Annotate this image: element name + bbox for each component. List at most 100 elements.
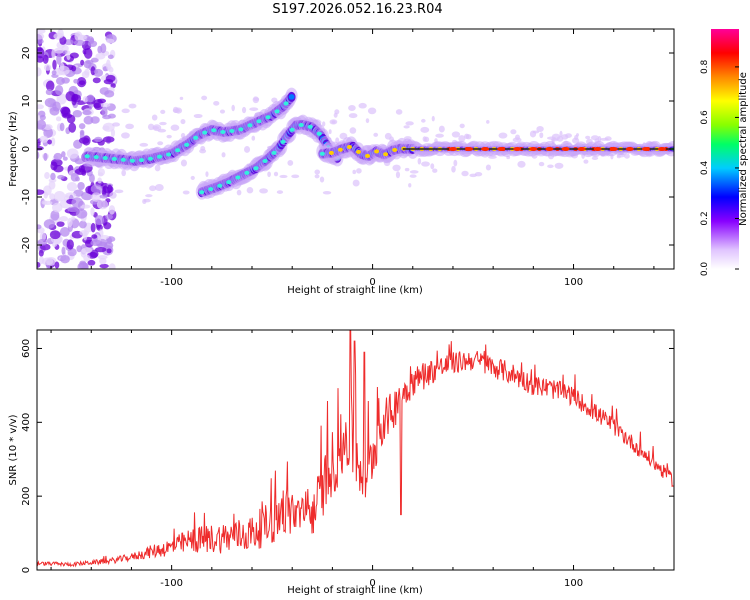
faint-speckle (334, 109, 340, 115)
noise-speckle (56, 221, 65, 227)
colorbar-tick-label: 0.6 (700, 110, 710, 125)
noise-speckle (37, 261, 41, 268)
faint-speckle (395, 171, 401, 179)
noise-speckle (51, 49, 56, 59)
noise-speckle (106, 248, 112, 254)
ridge-core (262, 159, 268, 163)
ridge-core (346, 144, 352, 149)
noise-speckle (92, 77, 101, 84)
noise-speckle (69, 52, 79, 59)
noise-speckle (57, 174, 65, 180)
ridge-core (202, 130, 208, 135)
ridge-core (365, 153, 371, 158)
snr-y-tick-label: 200 (21, 487, 32, 506)
faint-speckle (109, 191, 117, 199)
noise-speckle (76, 209, 88, 219)
ridge-core (111, 156, 117, 161)
faint-speckle (536, 125, 544, 133)
noise-speckle (81, 71, 90, 79)
noise-speckle (68, 122, 77, 133)
faint-speckle (546, 136, 556, 140)
center-hotspot (497, 147, 506, 151)
colorbar-tick-label: 0.2 (700, 211, 710, 225)
ridge-core (184, 142, 190, 147)
ridge-core (244, 170, 250, 175)
noise-speckle (105, 74, 116, 83)
noise-speckle (94, 136, 103, 143)
faint-speckle (430, 163, 435, 170)
snr-x-tick-label: -100 (160, 578, 183, 589)
faint-speckle (139, 142, 149, 147)
faint-speckle (154, 164, 161, 172)
faint-speckle (409, 174, 417, 178)
noise-speckle (62, 156, 68, 161)
faint-speckle (200, 146, 206, 151)
faint-speckle (420, 126, 430, 133)
noise-speckle (54, 85, 64, 96)
faint-speckle (624, 153, 630, 159)
faint-speckle (121, 132, 130, 139)
faint-speckle (267, 171, 271, 178)
faint-speckle (459, 123, 465, 129)
noise-speckle (71, 197, 83, 208)
noise-speckle (97, 177, 102, 184)
faint-speckle (114, 189, 124, 194)
center-hotspot (465, 147, 474, 151)
ridge-core (271, 150, 277, 155)
faint-speckle (152, 124, 162, 132)
noise-speckle (90, 239, 103, 247)
faint-speckle (432, 168, 438, 173)
faint-speckle (143, 198, 151, 203)
noise-speckle (39, 135, 49, 143)
noise-speckle (37, 67, 42, 77)
ridge-core (238, 127, 244, 132)
noise-speckle (43, 219, 56, 229)
faint-speckle (438, 125, 445, 133)
noise-speckle (48, 180, 56, 190)
snr-series-line (37, 330, 674, 568)
faint-speckle (193, 113, 203, 119)
faint-speckle (539, 132, 544, 139)
snr-axes: -100 0 100 0 200 400 600 (21, 330, 674, 589)
faint-speckle (287, 159, 294, 166)
noise-speckle (67, 217, 73, 228)
spectrogram-y-tick-label: 20 (21, 47, 32, 60)
noise-speckle (37, 32, 45, 40)
noise-speckle (41, 257, 54, 266)
ridge-core (253, 166, 259, 171)
spectrogram-y-tick-label: -20 (21, 237, 32, 253)
spectrogram-x-tick-label: 0 (369, 277, 375, 288)
center-hotspot (577, 147, 586, 151)
ridge-core (328, 150, 334, 155)
faint-speckle (221, 152, 226, 158)
faint-speckle (517, 160, 526, 168)
ridge-core (383, 152, 389, 157)
noise-speckle (106, 236, 113, 245)
noise-speckle (90, 222, 96, 233)
faint-speckle (213, 100, 220, 106)
noise-speckle (88, 103, 93, 109)
faint-speckle (145, 194, 153, 198)
snr-x-label: Height of straight line (km) (287, 585, 423, 596)
noise-speckle (99, 102, 111, 108)
noise-speckle (99, 194, 108, 199)
noise-speckle (96, 199, 109, 210)
center-hotspot (641, 147, 650, 151)
noise-speckle (37, 189, 45, 195)
noise-speckle (66, 148, 79, 159)
faint-speckle (147, 123, 155, 131)
faint-speckle (510, 129, 517, 135)
noise-speckle (54, 47, 64, 54)
ridge-core (199, 190, 205, 195)
snr-y-tick-label: 0 (21, 567, 32, 573)
faint-speckle (421, 161, 430, 167)
faint-speckle (403, 125, 410, 129)
ridge-core (220, 130, 226, 134)
faint-speckle (231, 104, 235, 112)
faint-speckle (356, 168, 362, 174)
faint-speckle (395, 109, 403, 115)
noise-speckle (37, 29, 46, 34)
ridge-core (265, 115, 271, 120)
faint-speckle (157, 141, 164, 146)
